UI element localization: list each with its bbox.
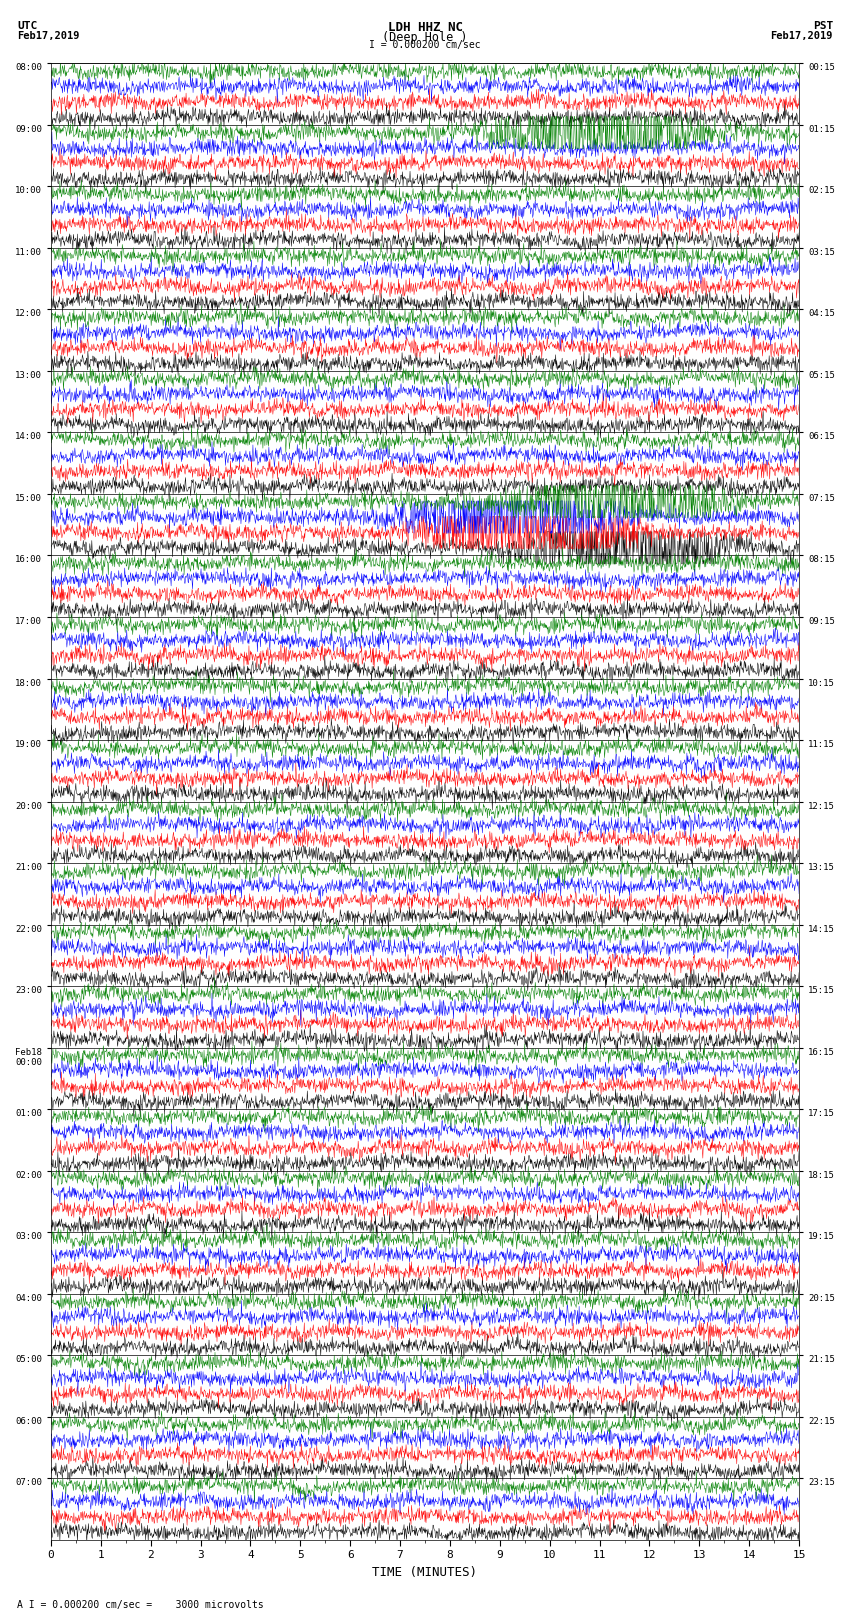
- Text: I = 0.000200 cm/sec: I = 0.000200 cm/sec: [369, 40, 481, 50]
- Text: Feb17,2019: Feb17,2019: [17, 31, 80, 40]
- Text: UTC: UTC: [17, 21, 37, 31]
- Text: (Deep Hole ): (Deep Hole ): [382, 31, 468, 44]
- Text: LDH HHZ NC: LDH HHZ NC: [388, 21, 462, 34]
- Text: A I = 0.000200 cm/sec =    3000 microvolts: A I = 0.000200 cm/sec = 3000 microvolts: [17, 1600, 264, 1610]
- Text: Feb17,2019: Feb17,2019: [770, 31, 833, 40]
- Text: PST: PST: [813, 21, 833, 31]
- X-axis label: TIME (MINUTES): TIME (MINUTES): [372, 1566, 478, 1579]
